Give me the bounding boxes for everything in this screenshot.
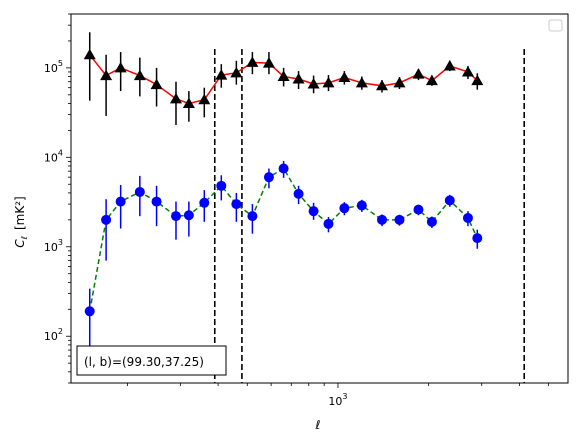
plot-frame [70,13,569,384]
series-1-point-10 [230,66,243,78]
series-2-point-14 [293,188,304,199]
series-2-point-8 [199,197,210,208]
series-2-point-13 [278,163,289,174]
series-1-point-12 [262,57,275,68]
x-axis-title: ℓ [315,418,321,432]
y-axis-title-sub: ℓ [20,236,29,240]
plot-area [71,14,568,383]
series-2-point-10 [231,199,242,210]
series-1-point-6 [169,92,182,104]
series-1-point-19 [376,79,388,91]
series-1-point-15 [307,78,320,89]
y-axis-title: Cℓ [mK²] [13,196,29,247]
series-1-point-3 [114,61,127,73]
series-1-point-8 [198,93,211,105]
series-2-point-19 [377,214,387,225]
series-2-point-21 [413,204,424,215]
series-2-point-18 [356,200,367,211]
series-1-point-2 [100,69,113,81]
y-tick-label-4: 105 [44,59,63,75]
series-1-point-14 [292,73,305,84]
series-2-point-12 [263,172,274,183]
series-2-point-20 [394,214,405,225]
series-1-point-21 [412,68,425,79]
series-1-point-16 [322,76,335,88]
series-1-point-13 [277,70,290,82]
series-1-point-24 [461,65,474,77]
series-1-point-20 [393,76,406,88]
annotation-box [76,345,227,376]
series-2-point-1 [84,306,95,317]
annotation-text: (l, b)=(99.30,37.25) [84,355,204,369]
series-2-point-17 [339,203,350,214]
y-tick-label-2: 103 [44,238,63,254]
series-1-point-17 [338,71,351,83]
series-2-point-16 [323,218,334,229]
series-1-point-22 [425,74,438,86]
series-2-point-5 [151,196,162,207]
series-2-point-22 [426,216,437,227]
series-1-point-11 [246,56,259,67]
series-2-point-7 [183,210,194,221]
series-2-point-25 [472,233,483,244]
annotation: (l, b)=(99.30,37.25) [76,345,227,376]
series-2-point-2 [101,214,112,225]
x-tick-label-1: 103 [328,392,347,408]
series-2-point-4 [134,186,145,197]
series-2-point-11 [247,211,258,222]
series-1-point-5 [150,78,163,90]
y-axis-title-unit: [mK²] [13,196,27,230]
series-1-point-7 [182,97,195,108]
series-2-point-24 [462,212,473,223]
y-axis-title-main: C [13,239,27,248]
series-2-point-6 [170,211,181,222]
series-2-point-9 [216,180,227,191]
series-2-point-15 [308,206,319,217]
series-1-point-9 [215,69,228,80]
vertical-lines [213,49,526,383]
series-1-point-4 [133,69,146,81]
legend-box [548,19,563,32]
y-tick-label-1: 102 [44,327,63,343]
series-1-point-25 [471,74,484,86]
markers [83,48,484,317]
series-1-point-1 [83,48,96,60]
series-1-point-23 [443,59,456,71]
series-1-point-18 [355,76,368,88]
series-2-point-23 [444,195,455,206]
y-tick-label-3: 104 [44,148,63,164]
series-2-point-3 [115,196,126,207]
